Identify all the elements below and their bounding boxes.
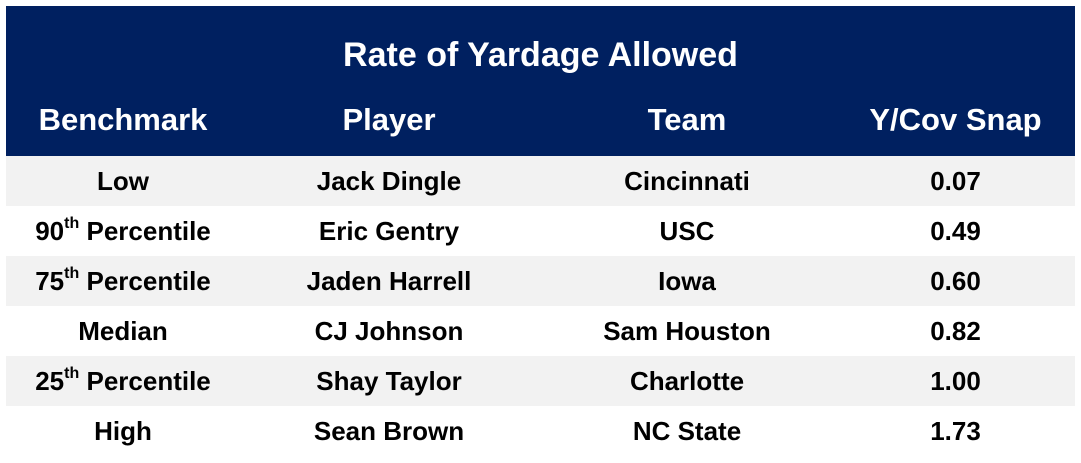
value-cell: 0.82 [930,315,981,346]
player-cell: Shay Taylor [316,365,462,396]
team-cell: NC State [632,415,742,446]
benchmark-table: Rate of Yardage Allowed Benchmark Player… [6,6,1075,457]
benchmark-cell: 25th Percentile [35,364,211,396]
player-cell: Sean Brown [313,415,465,446]
value-cell: 1.73 [930,415,981,446]
benchmark-cell: Median [78,315,168,346]
benchmark-cell: Low [97,165,149,196]
benchmark-cell: 75th Percentile [35,264,211,296]
table-title: Rate of Yardage Allowed [343,36,738,74]
column-headers: Benchmark Player Team Y/Cov Snap [6,102,1075,138]
column-header-player: Player [342,102,436,137]
value-cell: 0.07 [930,165,981,196]
team-cell: Charlotte [629,365,745,396]
player-cell: Eric Gentry [318,215,460,246]
player-cell: Jack Dingle [316,165,462,196]
table-row: High Sean Brown NC State 1.73 [6,406,1075,456]
team-cell: Iowa [658,265,716,296]
column-header-team: Team [647,102,727,137]
value-cell: 0.49 [930,215,981,246]
team-cell: Cincinnati [624,165,750,196]
table-row: 25th Percentile Shay Taylor Charlotte 1.… [6,356,1075,406]
table-header: Rate of Yardage Allowed Benchmark Player… [6,6,1075,156]
benchmark-cell: High [94,415,152,446]
team-cell: Sam Houston [603,315,771,346]
player-cell: Jaden Harrell [306,265,472,296]
player-cell: CJ Johnson [314,315,464,346]
column-header-y-cov-snap: Y/Cov Snap [869,102,1042,137]
value-cell: 1.00 [930,365,981,396]
column-header-benchmark: Benchmark [38,102,208,137]
table-row: 90th Percentile Eric Gentry USC 0.49 [6,206,1075,256]
table-row: Median CJ Johnson Sam Houston 0.82 [6,306,1075,356]
table-row: Low Jack Dingle Cincinnati 0.07 [6,156,1075,206]
value-cell: 0.60 [930,265,981,296]
team-cell: USC [659,215,715,246]
table-row: 75th Percentile Jaden Harrell Iowa 0.60 [6,256,1075,306]
benchmark-cell: 90th Percentile [35,214,211,246]
